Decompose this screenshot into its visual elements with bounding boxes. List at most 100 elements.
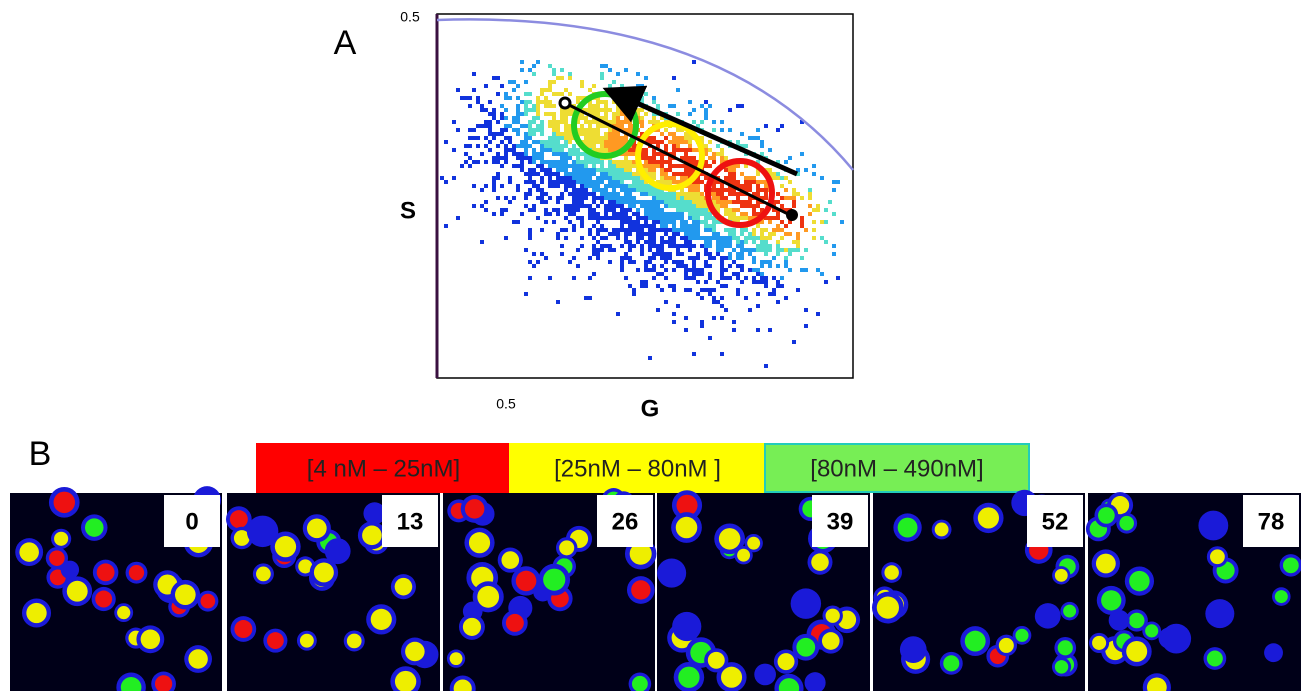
phasor-pixel <box>652 196 656 200</box>
phasor-pixel <box>596 148 600 152</box>
phasor-pixel <box>484 200 488 204</box>
phasor-pixel <box>504 92 508 96</box>
phasor-pixel <box>588 128 592 132</box>
phasor-pixel <box>568 172 572 176</box>
phasor-pixel <box>808 192 812 196</box>
phasor-pixel <box>608 208 612 212</box>
phasor-pixel <box>584 192 588 196</box>
phasor-pixel <box>652 212 656 216</box>
phasor-pixel <box>520 100 524 104</box>
phasor-pixel <box>692 160 696 164</box>
phasor-pixel <box>720 256 724 260</box>
phasor-pixel <box>620 164 624 168</box>
phasor-pixel <box>516 132 520 136</box>
phasor-pixel <box>684 288 688 292</box>
phasor-pixel <box>632 164 636 168</box>
phasor-pixel <box>728 176 732 180</box>
phasor-pixel <box>660 160 664 164</box>
phasor-pixel <box>536 188 540 192</box>
panel-label: B <box>29 435 52 473</box>
phasor-pixel <box>484 124 488 128</box>
nucleus-core <box>501 551 519 569</box>
phasor-pixel <box>624 116 628 120</box>
time-label: 0 <box>185 508 198 535</box>
phasor-pixel <box>440 176 444 180</box>
phasor-pixel <box>764 124 768 128</box>
phasor-pixel <box>552 80 556 84</box>
phasor-pixel <box>716 152 720 156</box>
phasor-pixel <box>728 240 732 244</box>
nucleus-core <box>26 603 46 623</box>
phasor-pixel <box>576 216 580 220</box>
phasor-pixel <box>504 116 508 120</box>
phasor-pixel <box>752 236 756 240</box>
phasor-pixel <box>580 176 584 180</box>
phasor-pixel <box>600 244 604 248</box>
phasor-pixel <box>520 156 524 160</box>
phasor-pixel <box>564 228 568 232</box>
phasor-pixel <box>624 220 628 224</box>
phasor-pixel <box>556 168 560 172</box>
phasor-pixel <box>456 216 460 220</box>
phasor-pixel <box>492 176 496 180</box>
phasor-pixel <box>752 256 756 260</box>
phasor-pixel <box>576 208 580 212</box>
phasor-pixel <box>632 288 636 292</box>
phasor-pixel <box>528 168 532 172</box>
phasor-pixel <box>724 244 728 248</box>
phasor-pixel <box>536 128 540 132</box>
images: 01326395278 <box>10 486 1301 691</box>
nucleus-core <box>1101 590 1121 610</box>
phasor-pixel <box>620 176 624 180</box>
phasor-pixel <box>492 116 496 120</box>
phasor-pixel <box>672 268 676 272</box>
phasor-pixel <box>648 224 652 228</box>
phasor-pixel <box>584 164 588 168</box>
phasor-pixel <box>628 216 632 220</box>
phasor-pixel <box>676 244 680 248</box>
phasor-pixel <box>636 108 640 112</box>
phasor-pixel <box>680 212 684 216</box>
phasor-pixel <box>736 192 740 196</box>
phasor-pixel <box>728 212 732 216</box>
phasor-pixel <box>756 136 760 140</box>
phasor-pixel <box>752 276 756 280</box>
phasor-pixel <box>568 184 572 188</box>
phasor-pixel <box>524 104 528 108</box>
phasor-pixel <box>476 144 480 148</box>
phasor-pixel <box>768 244 772 248</box>
phasor-pixel <box>472 88 476 92</box>
phasor-pixel <box>660 156 664 160</box>
phasor-pixel <box>764 196 768 200</box>
phasor-pixel <box>660 164 664 168</box>
phasor-pixel <box>664 240 668 244</box>
phasor-pixel <box>820 236 824 240</box>
phasor-pixel <box>692 232 696 236</box>
phasor-pixel <box>752 268 756 272</box>
phasor-pixel <box>540 156 544 160</box>
phasor-pixel <box>540 152 544 156</box>
phasor-pixel <box>752 180 756 184</box>
nucleus-core <box>1058 640 1073 655</box>
phasor-pixel <box>672 196 676 200</box>
phasor-pixel <box>628 120 632 124</box>
phasor-pixel <box>696 268 700 272</box>
phasor-pixel <box>528 92 532 96</box>
phasor-pixel <box>528 180 532 184</box>
phasor-pixel <box>744 176 748 180</box>
phasor-pixel <box>656 164 660 168</box>
phasor-pixel <box>624 192 628 196</box>
phasor-pixel <box>556 208 560 212</box>
phasor-pixel <box>712 192 716 196</box>
phasor-pixel <box>592 168 596 172</box>
phasor-pixel <box>672 132 676 136</box>
phasor-pixel <box>692 184 696 188</box>
phasor-pixel <box>680 252 684 256</box>
phasor-pixel <box>516 144 520 148</box>
phasor-pixel <box>648 192 652 196</box>
phasor-pixel <box>808 188 812 192</box>
nucleus <box>1198 511 1228 541</box>
phasor-pixel <box>572 200 576 204</box>
phasor-pixel <box>740 184 744 188</box>
